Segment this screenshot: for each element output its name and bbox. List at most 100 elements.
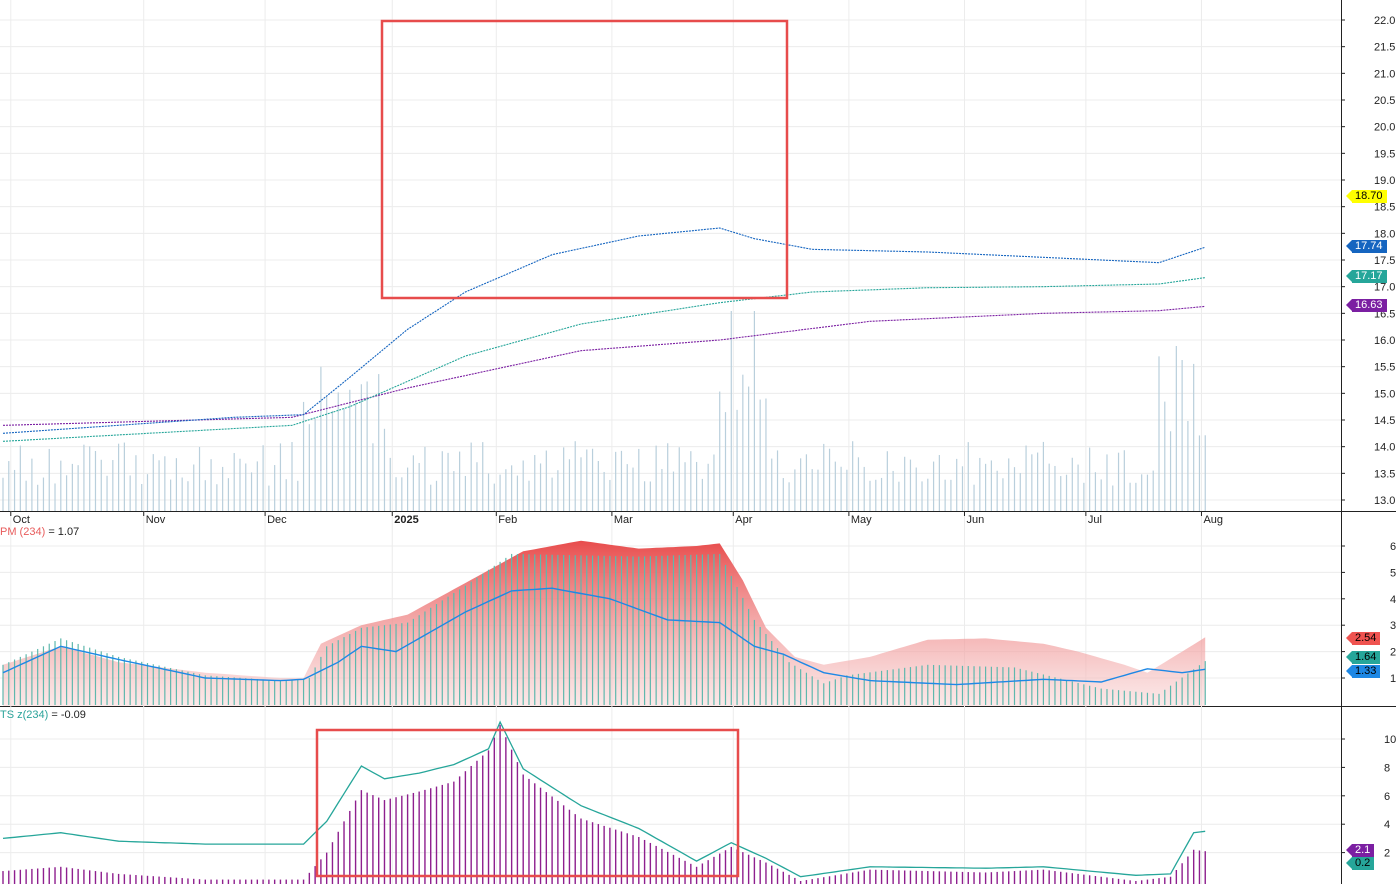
moving-average-badge: 17.74 (1352, 240, 1387, 253)
pm-bar (482, 573, 484, 705)
pm-bar (89, 647, 91, 705)
pm-bar (1193, 669, 1195, 705)
moving-average-badge-arrow (1346, 240, 1352, 252)
pm-bar (1002, 667, 1004, 705)
ts-bar (418, 791, 420, 884)
ts-bar (643, 839, 646, 884)
pm-bar (776, 648, 779, 705)
pm-bar (672, 555, 675, 705)
ts-legend-value: = -0.09 (51, 709, 86, 721)
volume-bar (719, 391, 721, 511)
volume-bar (1123, 450, 1125, 511)
volume-bar (568, 459, 571, 511)
ts-bar (31, 868, 33, 884)
volume-bar (886, 451, 888, 511)
volume-bar (539, 463, 542, 511)
pm-bar (921, 665, 923, 705)
pm-bar (661, 555, 663, 705)
ts-bar (1019, 870, 1021, 884)
price-axis-label: 18.0 (1374, 228, 1395, 240)
ts-bar (817, 878, 819, 884)
pm-bar (459, 589, 461, 705)
grid-layer (0, 0, 1341, 884)
pm-bar (1013, 667, 1016, 705)
volume-bar (672, 471, 675, 511)
pm-bar (210, 675, 212, 705)
pm-bar (1008, 667, 1010, 705)
ts-bar (193, 878, 195, 884)
ts-bar (765, 862, 767, 884)
volume-bar (1042, 441, 1044, 511)
ts-bar (927, 871, 929, 884)
price-axis-label: 13.0 (1374, 495, 1395, 507)
volume-bar (112, 460, 114, 511)
pm-bar (886, 670, 888, 705)
pm-bar (655, 555, 657, 705)
pm-bar (250, 678, 253, 705)
price-axis-label: 21.0 (1374, 68, 1395, 80)
pm-bar (476, 577, 478, 705)
pm-legend-value: = 1.07 (48, 526, 80, 538)
pm-bar (164, 666, 166, 705)
pm-axis-label: 5 (1390, 567, 1396, 579)
ts-bar (597, 824, 600, 884)
volume-bar (1112, 485, 1114, 511)
ts-bar (285, 879, 287, 884)
volume-bar (863, 466, 865, 511)
pm-bar (181, 670, 183, 705)
ts-bar (915, 870, 917, 884)
volume-bar (840, 466, 842, 511)
pm-bar (516, 554, 519, 705)
volume-bar (956, 458, 958, 511)
last-price-badge: 18.70 (1352, 189, 1387, 203)
volume-bar (60, 460, 62, 511)
ts-bar (840, 874, 842, 884)
pm-bar (505, 557, 507, 705)
ts-bar (360, 790, 363, 884)
pm-bar (1146, 692, 1149, 705)
volume-bars (2, 311, 1206, 511)
volume-bar (459, 451, 461, 511)
ts-bar (42, 868, 45, 884)
ts-bar (337, 831, 339, 884)
pm-bar (557, 554, 559, 705)
pm-bar (684, 555, 686, 705)
volume-bar (794, 469, 796, 511)
volume-bar (557, 470, 559, 511)
ts-bar (776, 868, 779, 884)
price-axis-label: 20.5 (1374, 95, 1395, 107)
pm-bar (216, 676, 218, 705)
pm-bar (430, 607, 432, 705)
pm-bar (985, 666, 987, 705)
ts-bar (239, 879, 241, 884)
pm-bar (123, 658, 125, 705)
price-axis-ticks: 22.0 21.5 21.0 20.5 20.0 19.5 19.0 18.5 18.0 17.5… (1341, 15, 1395, 507)
ts-bar (48, 867, 50, 884)
ts-bar (771, 865, 773, 884)
ts-bar (614, 829, 617, 884)
ts-bar (227, 879, 230, 884)
volume-bar (222, 466, 224, 511)
pm-bar (828, 681, 831, 705)
ts-axis-label: 2 (1384, 848, 1390, 860)
pm-bar (354, 630, 357, 705)
pm-bar (54, 641, 56, 705)
ts-bar (112, 873, 114, 884)
pm-bar (412, 618, 414, 705)
ts-bar (493, 737, 495, 884)
ts-bar (522, 774, 524, 884)
ts-bar (1031, 870, 1033, 884)
volume-bar (788, 482, 790, 511)
pm-value-badge-arrow (1346, 665, 1352, 677)
pm-bar (1100, 688, 1102, 705)
pm-bar (511, 553, 513, 705)
pm-bar (880, 670, 883, 705)
ts-bar (297, 879, 299, 884)
ts-bar (990, 872, 993, 884)
ts-bar (268, 879, 270, 884)
ts-bar (94, 871, 97, 884)
pm-bar (863, 673, 865, 705)
volume-bar (597, 460, 599, 511)
volume-bar (1013, 467, 1016, 511)
volume-bar (1100, 479, 1102, 511)
